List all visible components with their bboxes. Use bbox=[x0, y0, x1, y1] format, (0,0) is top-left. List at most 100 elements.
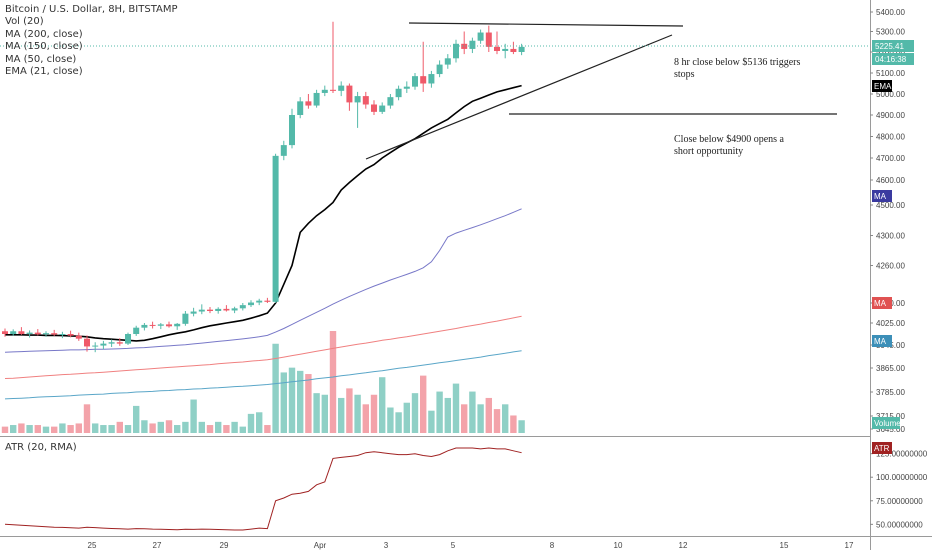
candle-body bbox=[2, 331, 8, 334]
candle-body bbox=[412, 76, 418, 87]
candle-body bbox=[84, 338, 90, 347]
current-price-badge-bg bbox=[872, 40, 914, 52]
candle-body bbox=[338, 85, 345, 91]
candle-body bbox=[116, 342, 123, 344]
volume-bar bbox=[1, 426, 9, 433]
candle-body bbox=[100, 343, 107, 346]
candle-body bbox=[182, 313, 189, 324]
volume-bar bbox=[436, 391, 443, 433]
ma50-axis-badge-bg bbox=[872, 190, 892, 202]
price-tick-label: 4900.00 bbox=[876, 111, 905, 120]
candle-body bbox=[67, 334, 74, 336]
candle-body bbox=[198, 309, 205, 312]
candle-body bbox=[305, 101, 312, 106]
candle-body bbox=[502, 48, 509, 51]
volume-bar bbox=[256, 412, 263, 433]
countdown-badge: 04:16:38 bbox=[875, 55, 907, 64]
candle-body bbox=[280, 145, 287, 156]
time-tick-label: 10 bbox=[614, 541, 623, 550]
candle-body bbox=[207, 309, 213, 311]
volume-bar bbox=[461, 404, 468, 433]
candle-body bbox=[26, 332, 33, 334]
ma150-axis-badge: MA bbox=[874, 299, 887, 308]
volume-bar bbox=[116, 421, 123, 433]
resistance-trendline bbox=[408, 22, 684, 27]
ema-axis-badge: EMA bbox=[874, 82, 892, 91]
candle-body bbox=[379, 105, 386, 112]
annotation-stops-line2: stops bbox=[674, 69, 695, 80]
volume-bar bbox=[264, 425, 271, 433]
candle-body bbox=[330, 89, 336, 91]
candle-body bbox=[428, 74, 435, 84]
volume-bar bbox=[502, 404, 509, 433]
annotation-short-line1: Close below $4900 opens a bbox=[674, 134, 784, 145]
annotation-short: Close below $4900 opens a short opportun… bbox=[674, 134, 784, 158]
time-tick-label: 3 bbox=[384, 541, 389, 550]
candle-body bbox=[43, 333, 49, 335]
candle-body bbox=[518, 46, 525, 52]
candle-body bbox=[18, 331, 25, 334]
candle-body bbox=[190, 311, 197, 314]
volume-bar bbox=[100, 425, 107, 433]
candle-body bbox=[239, 305, 246, 309]
volume-bar bbox=[239, 426, 246, 433]
price-tick-label: 3785.00 bbox=[876, 388, 905, 397]
candle-body bbox=[59, 334, 66, 335]
volume-bar bbox=[362, 404, 369, 433]
volume-bar bbox=[157, 421, 164, 433]
volume-bar bbox=[313, 393, 320, 433]
volume-bar bbox=[182, 421, 189, 433]
price-tick-label: 4025.00 bbox=[876, 319, 905, 328]
volume-bar bbox=[338, 397, 345, 433]
candle-body bbox=[125, 334, 131, 344]
volume-bar bbox=[428, 410, 435, 433]
volume-bar bbox=[305, 374, 312, 433]
candle-body bbox=[485, 32, 492, 47]
price-tick-label: 4260.00 bbox=[876, 262, 905, 271]
legend-ma200: MA (200, close) bbox=[5, 28, 83, 40]
volume-bar bbox=[26, 425, 33, 433]
volume-bar bbox=[51, 426, 58, 433]
candle-body bbox=[264, 300, 271, 302]
ma150-axis-badge-bg bbox=[872, 297, 892, 309]
volume-bar bbox=[215, 421, 222, 433]
ma200-axis-badge: MA bbox=[874, 337, 887, 346]
ma200-axis-badge-bg bbox=[872, 335, 892, 347]
atr-line bbox=[4, 447, 522, 531]
ema21-line bbox=[5, 84, 522, 342]
price-tick-label: 4500.00 bbox=[876, 201, 905, 210]
candle-body bbox=[420, 76, 427, 84]
volume-bar bbox=[346, 388, 353, 433]
price-tick-label: 5300.00 bbox=[876, 28, 905, 37]
volume-bar bbox=[141, 420, 148, 433]
price-tick-label: 5400.00 bbox=[876, 8, 905, 17]
volume-bar bbox=[493, 409, 501, 433]
volume-bar bbox=[395, 412, 402, 433]
ma150-line bbox=[4, 315, 522, 379]
volume-bar bbox=[354, 394, 361, 433]
price-tick-label: 5000.00 bbox=[876, 90, 905, 99]
candle-body bbox=[346, 85, 353, 103]
atr-axis-badge-bg bbox=[872, 442, 892, 454]
volume-bar bbox=[18, 423, 25, 433]
countdown-badge-bg bbox=[872, 53, 914, 65]
volume-bar bbox=[92, 423, 99, 433]
candle-body bbox=[108, 342, 115, 344]
volume-bar bbox=[452, 383, 460, 433]
candle-body bbox=[34, 332, 41, 335]
volume-bar bbox=[485, 397, 492, 433]
candle-body bbox=[157, 324, 164, 326]
annotation-short-line2: short opportunity bbox=[674, 146, 744, 157]
annotation-stops-line1: 8 hr close below $5136 triggers bbox=[674, 57, 801, 68]
volume-bar bbox=[10, 425, 17, 433]
price-tick-label: 5100.00 bbox=[876, 69, 905, 78]
candle-body bbox=[272, 155, 279, 302]
volume-bar bbox=[370, 394, 378, 433]
candle-body bbox=[444, 58, 451, 65]
atr-tick-label: 50.00000000 bbox=[876, 520, 923, 529]
candle-body bbox=[231, 308, 238, 311]
volume-bar bbox=[469, 391, 476, 433]
volume-bar bbox=[108, 425, 115, 433]
candle-body bbox=[371, 104, 377, 112]
